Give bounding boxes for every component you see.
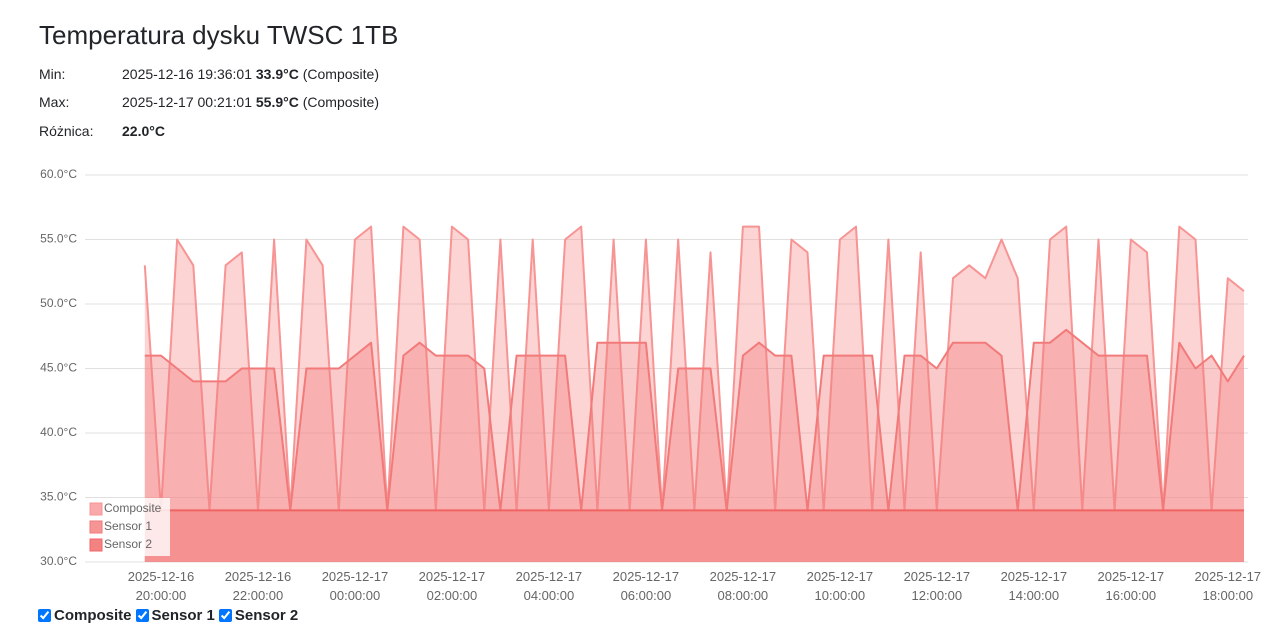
series-toggle[interactable]: Sensor 2 [218,607,299,624]
x-tick-label: 2025-12-17 16:00:00 [1097,569,1165,603]
y-tick-label: 45.0°C [40,361,77,375]
stat-source: (Composite) [302,66,379,82]
stat-time: 2025-12-16 19:36:01 [122,66,252,82]
stat-value: 22.0°C [122,123,165,139]
line [144,328,1245,512]
stat-label: Różnica: [39,123,94,139]
stat-label: Min: [39,66,66,82]
area [144,329,1244,562]
series-toggles: Composite Sensor 1 Sensor 2 [38,607,298,624]
legend-label: Sensor 2 [104,537,152,551]
x-tick-label: 2025-12-17 08:00:00 [709,569,777,603]
stat-value: 2025-12-16 19:36:01 33.9°C (Composite) [122,66,379,82]
x-tick-label: 2025-12-17 14:00:00 [1000,569,1068,603]
y-tick-label: 60.0°C [40,167,77,181]
stat-source: (Composite) [302,94,379,110]
checkbox[interactable] [135,609,149,622]
y-tick-label: 50.0°C [40,296,77,310]
area [144,510,1244,562]
legend-swatch [89,502,103,516]
x-tick-label: 2025-12-17 00:00:00 [321,569,389,603]
x-tick-label: 2025-12-16 20:00:00 [127,569,195,603]
x-tick-label: 2025-12-17 02:00:00 [418,569,486,603]
legend-label: Sensor 1 [104,519,152,533]
y-tick-label: 40.0°C [40,425,77,439]
area [144,226,1244,562]
y-tick-label: 30.0°C [40,554,77,568]
stat-temp: 33.9°C [255,66,299,82]
legend: Composite Sensor 1 Sensor 2 [88,498,170,556]
y-tick-label: 55.0°C [40,232,77,246]
y-tick-label: 35.0°C [40,490,77,504]
series-toggle[interactable]: Sensor 1 [135,607,215,624]
stat-temp: 55.9°C [255,94,299,110]
legend-swatch [89,538,103,552]
toggle-label[interactable]: Composite [54,607,132,624]
x-tick-label: 2025-12-17 06:00:00 [612,569,680,603]
checkbox[interactable] [38,609,51,622]
legend-label: Composite [104,501,162,515]
series-toggle[interactable]: Composite [38,607,132,624]
toggle-label[interactable]: Sensor 2 [234,607,299,624]
stat-label: Max: [39,94,70,110]
x-tick-label: 2025-12-17 04:00:00 [515,569,583,603]
legend-swatch [89,520,103,534]
x-tick-label: 2025-12-17 18:00:00 [1194,569,1262,603]
checkbox[interactable] [218,609,232,622]
stat-time: 2025-12-17 00:21:01 [122,94,252,110]
page-title: Temperatura dysku TWSC 1TB [39,20,399,50]
stat-value: 2025-12-17 00:21:01 55.9°C (Composite) [122,94,379,110]
stat-temp: 22.0°C [122,123,165,139]
x-tick-label: 2025-12-17 10:00:00 [806,569,874,603]
toggle-label[interactable]: Sensor 1 [151,607,215,624]
x-tick-label: 2025-12-16 22:00:00 [224,569,292,603]
x-tick-label: 2025-12-17 12:00:00 [903,569,971,603]
